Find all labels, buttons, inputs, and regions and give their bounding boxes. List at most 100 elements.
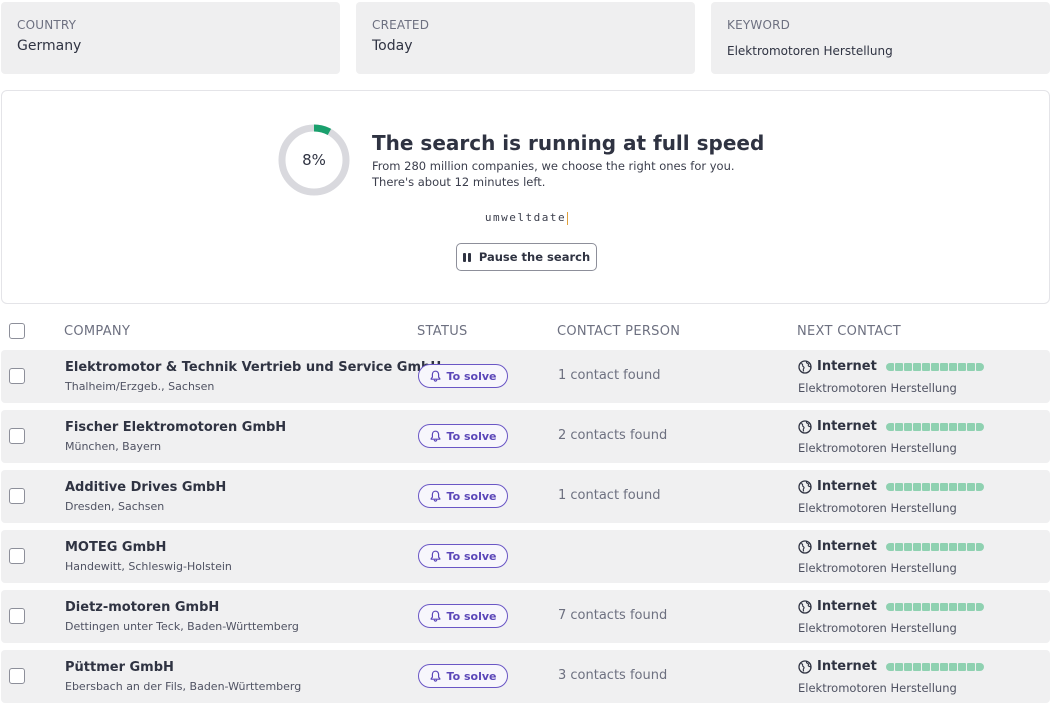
bell-icon bbox=[430, 430, 440, 442]
next-contact-source-label: Internet bbox=[817, 659, 877, 674]
filter-card-created: CREATED Today bbox=[356, 2, 695, 74]
pause-search-button[interactable]: Pause the search bbox=[456, 243, 597, 271]
company-name[interactable]: Dietz-motoren GmbH bbox=[65, 600, 220, 615]
company-location: Handewitt, Schleswig-Holstein bbox=[65, 560, 232, 573]
pause-search-label: Pause the search bbox=[478, 250, 591, 264]
column-header-next-contact[interactable]: NEXT CONTACT bbox=[797, 324, 901, 339]
table-row[interactable]: MOTEG GmbH Handewitt, Schleswig-Holstein… bbox=[1, 530, 1050, 583]
status-badge-label: To solve bbox=[446, 669, 497, 683]
progress-segment bbox=[957, 602, 966, 611]
row-checkbox[interactable] bbox=[9, 428, 25, 444]
status-badge[interactable]: To solve bbox=[418, 364, 508, 388]
company-name[interactable]: Additive Drives GmbH bbox=[65, 480, 227, 495]
filter-value-created: Today bbox=[372, 38, 413, 54]
status-subtext: From 280 million companies, we choose th… bbox=[372, 159, 735, 189]
progress-segment bbox=[939, 422, 948, 431]
company-name[interactable]: Püttmer GmbH bbox=[65, 660, 174, 675]
company-location: Thalheim/Erzgeb., Sachsen bbox=[65, 380, 215, 393]
row-checkbox[interactable] bbox=[9, 548, 25, 564]
contact-progress-bar bbox=[885, 482, 984, 491]
contact-progress-bar bbox=[885, 422, 984, 431]
progress-segment bbox=[930, 662, 939, 671]
contact-progress-bar bbox=[885, 602, 984, 611]
bell-icon bbox=[430, 610, 440, 622]
company-location: Ebersbach an der Fils, Baden-Württemberg bbox=[65, 680, 302, 693]
progress-segment bbox=[939, 482, 948, 491]
progress-segment bbox=[930, 422, 939, 431]
typing-text: umweltdate bbox=[484, 211, 567, 224]
bell-icon bbox=[430, 550, 440, 562]
progress-segment bbox=[975, 422, 984, 431]
row-checkbox[interactable] bbox=[9, 668, 25, 684]
table-row[interactable]: Fischer Elektromotoren GmbH München, Bay… bbox=[1, 410, 1050, 463]
progress-segment bbox=[966, 482, 975, 491]
progress-segment bbox=[966, 422, 975, 431]
bell-icon bbox=[430, 670, 440, 682]
progress-segment bbox=[975, 542, 984, 551]
progress-segment bbox=[975, 662, 984, 671]
next-contact-source-label: Internet bbox=[817, 359, 877, 374]
row-checkbox[interactable] bbox=[9, 368, 25, 384]
filter-label-country: COUNTRY bbox=[17, 18, 77, 32]
progress-segment bbox=[930, 482, 939, 491]
status-badge-label: To solve bbox=[446, 429, 497, 443]
company-name[interactable]: Elektromotor & Technik Vertrieb und Serv… bbox=[65, 360, 442, 375]
column-header-contact-person[interactable]: CONTACT PERSON bbox=[557, 324, 681, 339]
filter-label-keyword: KEYWORD bbox=[727, 18, 791, 32]
bell-icon bbox=[430, 370, 440, 382]
next-contact-keyword: Elektromotoren Herstellung bbox=[798, 681, 957, 695]
progress-segment bbox=[885, 482, 894, 491]
table-row[interactable]: Dietz-motoren GmbH Dettingen unter Teck,… bbox=[1, 590, 1050, 643]
next-contact-source-label: Internet bbox=[817, 539, 877, 554]
company-name[interactable]: Fischer Elektromotoren GmbH bbox=[65, 420, 287, 435]
progress-segment bbox=[885, 362, 894, 371]
column-header-company[interactable]: COMPANY bbox=[64, 324, 131, 339]
contact-progress-bar bbox=[885, 662, 984, 671]
progress-segment bbox=[957, 422, 966, 431]
company-location: Dettingen unter Teck, Baden-Württemberg bbox=[65, 620, 299, 633]
company-location: München, Bayern bbox=[65, 440, 162, 453]
table-row[interactable]: Elektromotor & Technik Vertrieb und Serv… bbox=[1, 350, 1050, 403]
status-badge[interactable]: To solve bbox=[418, 484, 508, 508]
progress-segment bbox=[903, 482, 912, 491]
progress-segment bbox=[939, 362, 948, 371]
progress-segment bbox=[921, 422, 930, 431]
progress-segment bbox=[894, 662, 903, 671]
progress-segment bbox=[894, 542, 903, 551]
globe-icon bbox=[798, 359, 812, 374]
progress-segment bbox=[885, 542, 894, 551]
status-badge[interactable]: To solve bbox=[418, 604, 508, 628]
status-badge-label: To solve bbox=[446, 489, 497, 503]
progress-segment bbox=[948, 482, 957, 491]
progress-segment bbox=[921, 662, 930, 671]
progress-segment bbox=[948, 662, 957, 671]
table-row[interactable]: Püttmer GmbH Ebersbach an der Fils, Bade… bbox=[1, 650, 1050, 703]
progress-segment bbox=[957, 662, 966, 671]
row-checkbox[interactable] bbox=[9, 608, 25, 624]
progress-segment bbox=[939, 662, 948, 671]
search-status-panel: 8% The search is running at full speed F… bbox=[1, 90, 1050, 304]
progress-segment bbox=[912, 362, 921, 371]
progress-segment bbox=[957, 362, 966, 371]
progress-segment bbox=[885, 662, 894, 671]
select-all-checkbox[interactable] bbox=[9, 323, 25, 339]
row-checkbox[interactable] bbox=[9, 488, 25, 504]
status-badge[interactable]: To solve bbox=[418, 664, 508, 688]
status-badge-label: To solve bbox=[446, 549, 497, 563]
next-contact-keyword: Elektromotoren Herstellung bbox=[798, 441, 957, 455]
company-name[interactable]: MOTEG GmbH bbox=[65, 540, 167, 555]
status-badge[interactable]: To solve bbox=[418, 544, 508, 568]
column-header-status[interactable]: STATUS bbox=[417, 324, 468, 339]
progress-segment bbox=[903, 542, 912, 551]
progress-segment bbox=[903, 422, 912, 431]
status-badge-label: To solve bbox=[446, 369, 497, 383]
next-contact-source: Internet bbox=[798, 419, 984, 434]
bell-icon bbox=[430, 490, 440, 502]
status-badge[interactable]: To solve bbox=[418, 424, 508, 448]
progress-segment bbox=[939, 602, 948, 611]
table-row[interactable]: Additive Drives GmbH Dresden, Sachsen To… bbox=[1, 470, 1050, 523]
progress-segment bbox=[921, 482, 930, 491]
progress-segment bbox=[912, 662, 921, 671]
pause-icon bbox=[462, 252, 471, 262]
status-badge-label: To solve bbox=[446, 609, 497, 623]
